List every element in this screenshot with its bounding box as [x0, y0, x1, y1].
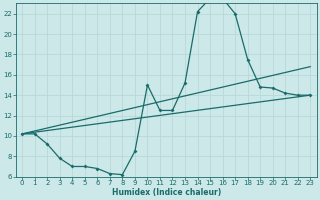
X-axis label: Humidex (Indice chaleur): Humidex (Indice chaleur): [112, 188, 221, 197]
